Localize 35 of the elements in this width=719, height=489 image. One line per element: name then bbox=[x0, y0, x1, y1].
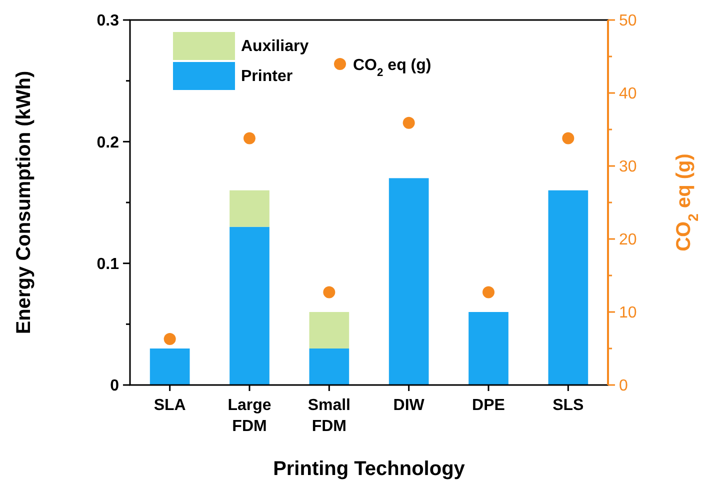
y-tick-label: 0 bbox=[110, 378, 120, 395]
y-axis-title: Energy Consumption (kWh) bbox=[13, 70, 35, 334]
point bbox=[164, 333, 176, 346]
point bbox=[562, 132, 574, 144]
x-tick-label: Small FDM bbox=[308, 397, 351, 435]
y2-tick-label: 30 bbox=[619, 158, 637, 176]
legend-label: Printer bbox=[241, 68, 293, 85]
y2-tick-label: 40 bbox=[619, 86, 637, 103]
y2-tick-label: 50 bbox=[619, 12, 637, 30]
x-tick-label: DPE bbox=[472, 397, 506, 414]
bar bbox=[309, 312, 350, 348]
point bbox=[482, 286, 494, 298]
legend-label: Auxiliary bbox=[241, 38, 309, 55]
point bbox=[402, 116, 415, 129]
x-tick-label: DIW bbox=[393, 397, 426, 414]
bar bbox=[309, 348, 350, 385]
y2-tick-label: 10 bbox=[619, 304, 637, 322]
y2-tick-label: 20 bbox=[619, 232, 637, 249]
y-tick-label: 0.3 bbox=[96, 12, 120, 30]
x-axis-title: Printing Technology bbox=[273, 458, 466, 480]
x-tick-label: SLA bbox=[154, 397, 186, 414]
x-tick-label: SLS bbox=[552, 397, 584, 414]
bar bbox=[230, 190, 270, 227]
bar bbox=[468, 312, 508, 385]
legend-label: CO$_{2}$ eq (g) bbox=[353, 57, 432, 79]
y-tick-label: 0.2 bbox=[96, 134, 120, 152]
bar bbox=[150, 348, 190, 385]
bar bbox=[548, 190, 588, 385]
bar bbox=[230, 226, 270, 385]
point bbox=[323, 286, 336, 298]
point bbox=[244, 132, 256, 144]
y2-tick-label: 0 bbox=[619, 378, 628, 395]
bar bbox=[388, 178, 429, 385]
x-tick-label: Large FDM bbox=[228, 397, 272, 435]
y-tick-label: 0.1 bbox=[96, 256, 120, 273]
